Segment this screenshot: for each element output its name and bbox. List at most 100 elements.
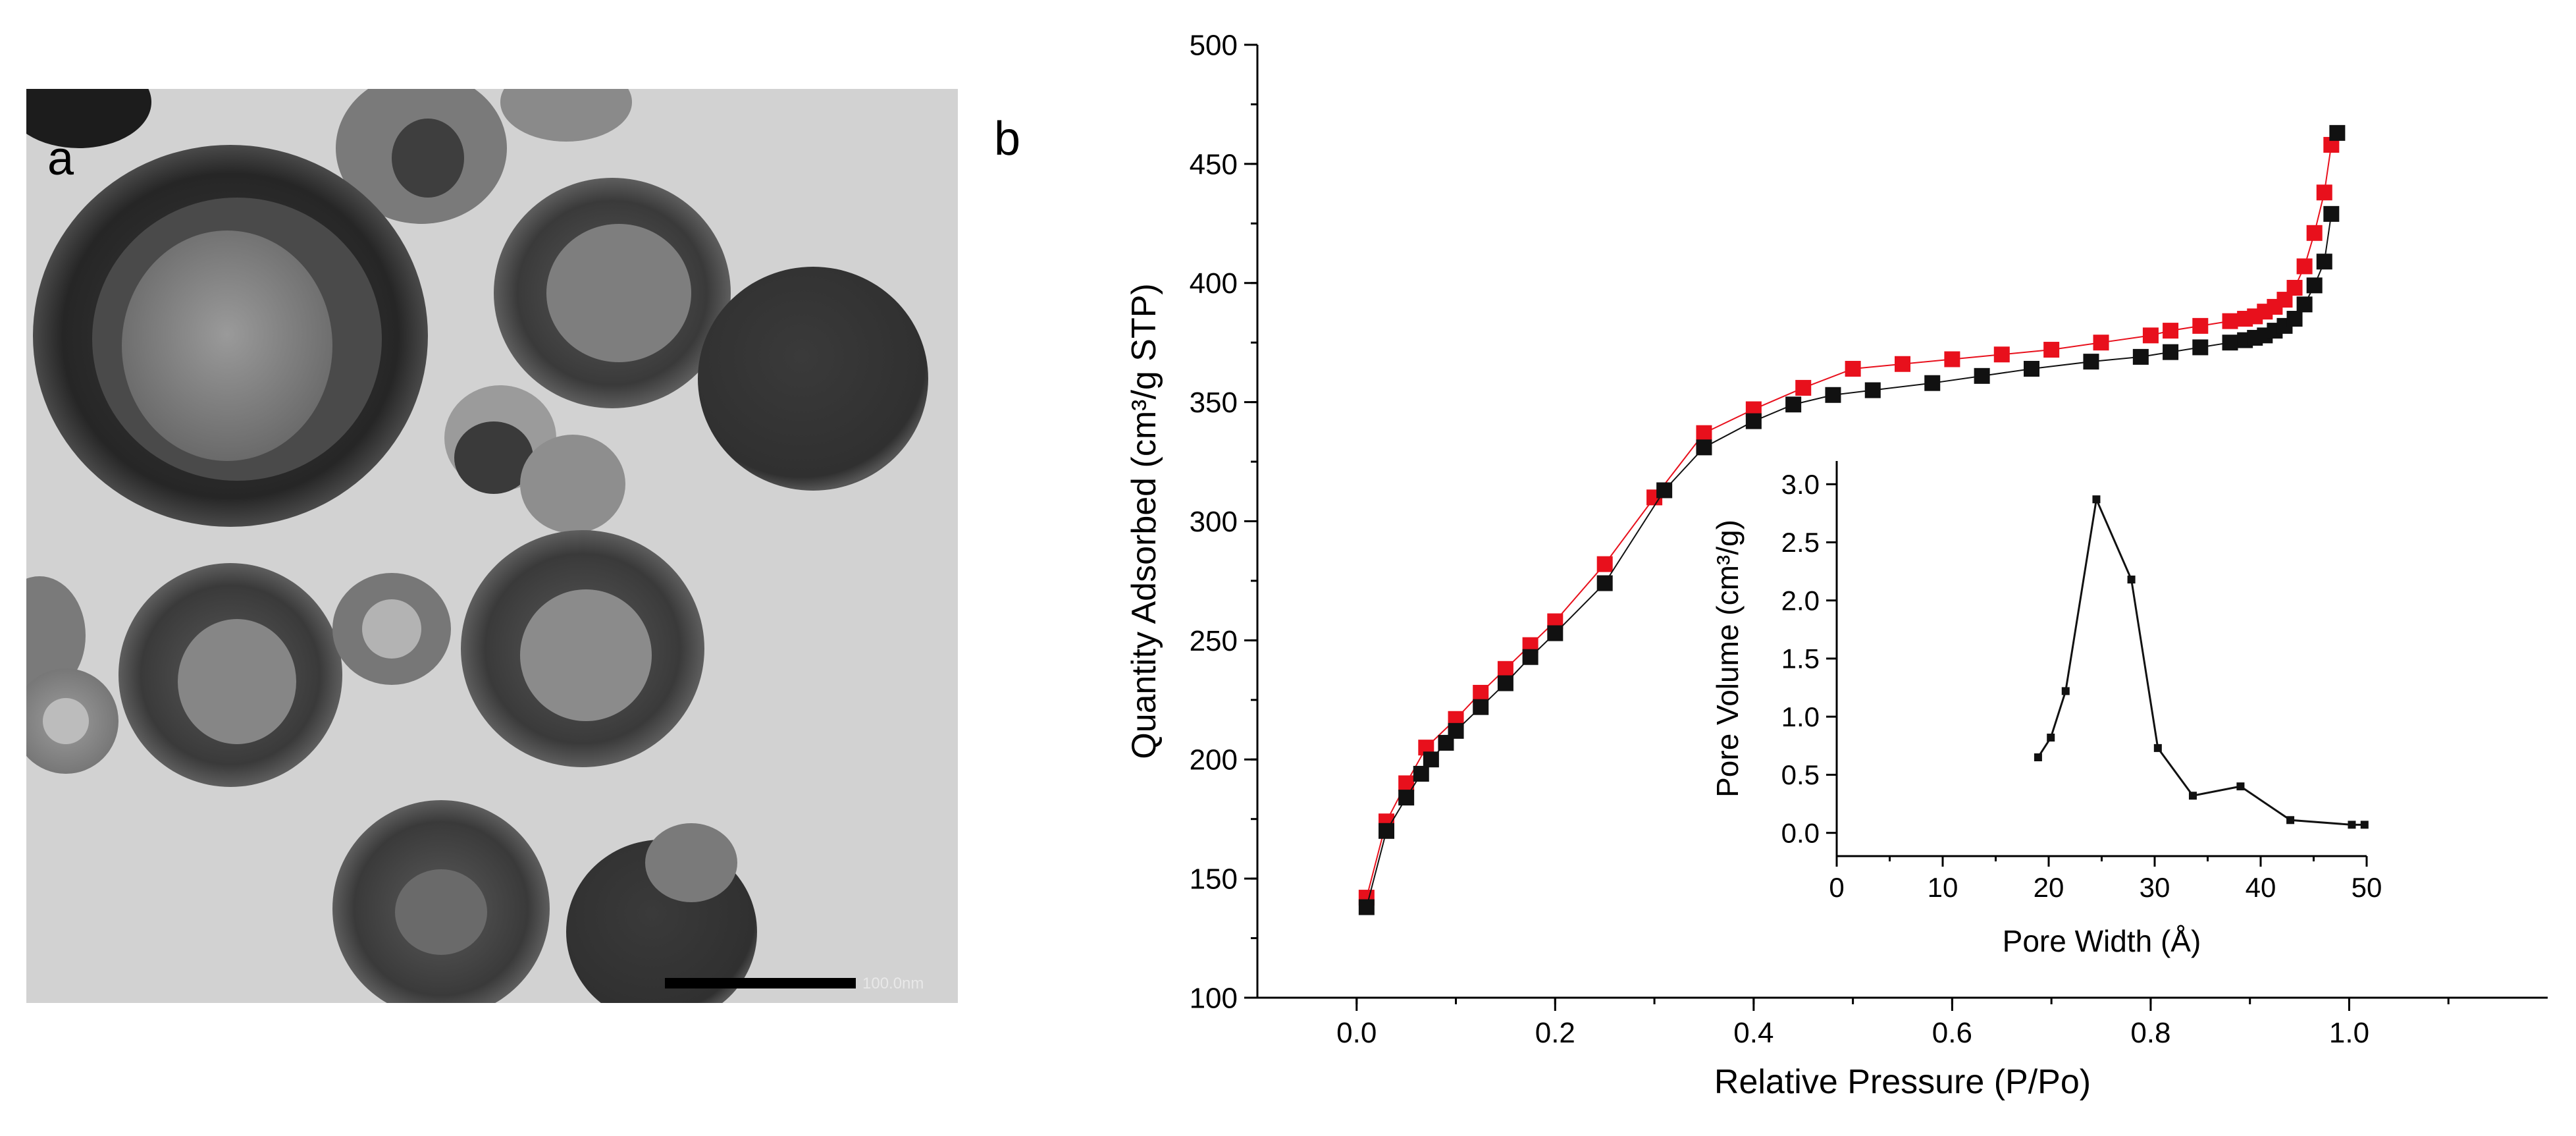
data-point (1522, 649, 1538, 665)
data-point (1845, 360, 1861, 377)
data-point (2222, 335, 2238, 351)
data-point (2043, 342, 2060, 358)
x-tick-label: 30 (2140, 872, 2170, 903)
data-point (1974, 367, 1990, 384)
particle-core (362, 599, 421, 659)
data-point (2329, 124, 2346, 141)
data-point (2061, 687, 2070, 695)
data-point (1924, 375, 1941, 391)
data-point (2323, 205, 2340, 222)
x-tick-label: 50 (2352, 872, 2382, 903)
data-point (2296, 296, 2313, 313)
data-point (1656, 482, 1673, 499)
data-point (1944, 351, 1960, 367)
y-tick-label: 400 (1190, 267, 1238, 300)
data-point (1596, 575, 1613, 591)
x-tick-label: 1.0 (2329, 1017, 2369, 1049)
y-tick-label: 200 (1190, 744, 1238, 776)
data-point (1795, 379, 1812, 396)
x-tick-label: 0.8 (2130, 1017, 2170, 1049)
data-point (2188, 792, 2197, 800)
tem-image: 100.0nm (26, 89, 958, 1003)
x-tick-label: 0 (1829, 872, 1844, 903)
data-point (1993, 346, 2010, 363)
data-point (1473, 684, 1489, 701)
y-tick-label: 0.0 (1781, 817, 1820, 848)
data-point (1696, 425, 1712, 441)
y-tick-label: 0.5 (1781, 759, 1820, 790)
particle-shape (454, 421, 533, 494)
y-tick-label: 1.0 (1781, 701, 1820, 732)
data-point (2163, 344, 2179, 360)
data-point (2286, 279, 2303, 296)
particle-shape (392, 119, 464, 198)
data-point (2236, 782, 2245, 791)
data-point (2316, 254, 2332, 270)
data-point (2316, 184, 2332, 201)
data-point (1423, 751, 1439, 768)
data-point (1497, 675, 1513, 691)
y-tick-label: 500 (1190, 29, 1238, 61)
series-line (1365, 213, 2332, 907)
y-tick-label: 350 (1190, 387, 1238, 419)
y-tick-label: 2.5 (1781, 527, 1820, 558)
data-point (1473, 699, 1489, 715)
data-point (1596, 556, 1613, 572)
data-point (1785, 396, 1802, 413)
data-point (1696, 439, 1712, 456)
x-axis-title: Relative Pressure (P/Po) (1714, 1063, 2091, 1101)
y-tick-label: 3.0 (1781, 469, 1820, 500)
data-point (2286, 816, 2295, 825)
y-tick-label: 250 (1190, 625, 1238, 657)
y-tick-label: 100 (1190, 982, 1238, 1014)
data-point (1448, 722, 1464, 739)
data-point (2360, 821, 2369, 829)
data-point (1398, 790, 1415, 806)
data-point (1895, 356, 1910, 372)
data-point (2163, 323, 2179, 339)
y-tick-label: 450 (1190, 148, 1238, 180)
particle-core (546, 224, 691, 362)
data-point (2132, 348, 2149, 365)
data-point (1358, 899, 1375, 915)
data-point (2222, 313, 2238, 329)
data-point (1379, 823, 1394, 839)
main-series (1358, 124, 2346, 915)
y-tick-label: 150 (1190, 863, 1238, 896)
inset-series (2034, 495, 2369, 829)
x-tick-label: 0.6 (1932, 1017, 1972, 1049)
data-point (2192, 317, 2209, 334)
data-point (2034, 753, 2042, 761)
inset-axes: 0 10 20 30 40 50 0.0 0.5 1.0 1.5 2.0 2.5 3.0 Pore Wid… (1710, 461, 2382, 958)
tem-micrograph: 100.0nm (26, 89, 958, 1003)
particle-shape (520, 435, 625, 533)
particle-core (122, 230, 332, 461)
y-tick-label: 1.5 (1781, 643, 1820, 674)
y-tick-label: 2.0 (1781, 585, 1820, 616)
x-axis-title: Pore Width (Å) (2003, 924, 2201, 958)
y-tick-label: 300 (1190, 506, 1238, 538)
x-tick-label: 0.2 (1535, 1017, 1575, 1049)
solid-sphere (698, 267, 928, 491)
scale-bar (665, 978, 856, 988)
data-point (2024, 360, 2039, 377)
x-tick-label: 0.4 (1733, 1017, 1774, 1049)
x-tick-label: 10 (1928, 872, 1958, 903)
data-point (2286, 311, 2303, 327)
series-line (2037, 495, 2365, 826)
data-point (2047, 734, 2055, 742)
particle-shape (26, 576, 86, 695)
panel-label-b: b (994, 113, 1021, 165)
main-axes: 0.0 0.2 0.4 0.6 0.8 1.01001502002503003504004… (1125, 29, 2548, 1101)
data-point (2192, 339, 2209, 356)
particle-shape (645, 823, 737, 902)
y-axis-title: Pore Volume (cm³/g) (1710, 520, 1745, 798)
data-point (2306, 277, 2323, 294)
scale-bar-label: 100.0nm (862, 975, 924, 992)
x-tick-label: 20 (2034, 872, 2064, 903)
data-point (2153, 744, 2162, 752)
data-point (1745, 413, 1762, 429)
data-point (1825, 387, 1841, 403)
data-point (2306, 225, 2323, 241)
